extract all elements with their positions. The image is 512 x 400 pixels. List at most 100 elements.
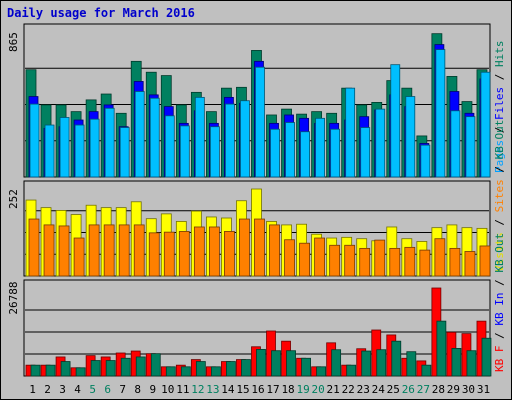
- bar-pages: [59, 117, 70, 178]
- bar-pages: [360, 127, 371, 178]
- bar-pages: [300, 131, 310, 178]
- bar-kb-out: [30, 364, 41, 377]
- legend-entry: Sites: [493, 179, 506, 212]
- y-max-label: 865: [7, 32, 20, 52]
- bar-sites: [464, 251, 476, 277]
- bar-kb-out: [406, 351, 417, 377]
- bar-sites: [359, 247, 371, 277]
- x-tick-label: 31: [477, 383, 490, 396]
- bar-pages: [225, 103, 235, 178]
- bar-sites: [389, 247, 401, 277]
- bar-pages: [330, 128, 341, 178]
- x-tick-label: 6: [104, 383, 111, 396]
- bar-pages: [149, 97, 160, 178]
- bar-kb-out: [331, 349, 342, 377]
- legend-separator: /: [493, 67, 506, 87]
- bar-sites: [299, 242, 310, 277]
- bar-sites: [404, 246, 416, 277]
- bar-sites: [344, 244, 356, 277]
- bar-kb-out: [90, 360, 101, 377]
- bar-kb-out: [376, 349, 387, 377]
- bar-sites: [239, 218, 250, 277]
- bar-pages: [450, 110, 461, 178]
- x-tick-label: 24: [372, 383, 386, 396]
- bar-sites: [449, 247, 461, 277]
- bar-sites: [208, 226, 220, 277]
- bar-pages: [480, 71, 491, 178]
- x-tick-label: 25: [387, 383, 400, 396]
- bar-pages: [194, 96, 205, 178]
- bar-pages: [270, 128, 280, 178]
- bar-sites: [374, 239, 386, 277]
- x-tick-label: 29: [447, 383, 460, 396]
- bar-kb-out: [271, 350, 281, 377]
- bar-sites: [254, 218, 265, 277]
- x-tick-label: 16: [251, 383, 264, 396]
- bar-sites: [193, 226, 205, 277]
- series-legend: Visits / Sites / KB Out: [493, 120, 506, 272]
- legend-separator: /: [493, 212, 506, 232]
- bar-pages: [119, 127, 130, 178]
- bar-pages: [134, 91, 145, 178]
- bar-sites: [103, 224, 115, 277]
- bar-pages: [179, 125, 190, 178]
- bar-sites: [284, 239, 295, 277]
- legend-separator: /: [493, 120, 506, 140]
- bar-pages: [405, 96, 416, 178]
- bar-kb-out: [195, 361, 206, 377]
- x-tick-label: 9: [149, 383, 156, 396]
- x-tick-label: 15: [236, 383, 249, 396]
- bar-kb-out: [361, 350, 372, 377]
- bar-kb-out: [75, 367, 86, 377]
- bar-kb-out: [60, 361, 71, 377]
- legend-entry: KB Out: [493, 120, 506, 160]
- chart-title: Daily usage for March 2016: [7, 6, 195, 20]
- legend-separator: /: [493, 159, 506, 179]
- bar-sites: [224, 231, 235, 277]
- bar-pages: [465, 116, 476, 178]
- bar-sites: [178, 231, 190, 277]
- bar-sites: [133, 224, 145, 277]
- bar-kb-out: [451, 348, 462, 377]
- bar-kb-out: [105, 360, 116, 377]
- bar-sites: [434, 238, 446, 277]
- x-tick-label: 30: [462, 383, 475, 396]
- x-tick-label: 27: [417, 383, 430, 396]
- x-tick-label: 7: [119, 383, 126, 396]
- bar-pages: [104, 107, 115, 178]
- legend-entry: Visits: [493, 232, 506, 272]
- bar-kb-out: [436, 320, 447, 377]
- bar-kb-out: [346, 364, 357, 377]
- x-tick-label: 12: [191, 383, 204, 396]
- bar-pages: [255, 66, 265, 178]
- legend-entry: KB Out: [493, 233, 506, 273]
- x-tick-label: 18: [281, 383, 294, 396]
- bar-kb-out: [210, 366, 221, 377]
- x-tick-label: 8: [134, 383, 141, 396]
- bar-pages: [240, 100, 250, 178]
- bar-sites: [419, 249, 431, 277]
- bar-pages: [435, 49, 446, 178]
- bar-sites: [73, 237, 85, 277]
- bar-kb-out: [481, 337, 492, 377]
- x-tick-label: 22: [342, 383, 355, 396]
- bar-kb-out: [135, 356, 146, 377]
- bar-kb-out: [256, 348, 266, 377]
- bar-pages: [345, 87, 356, 178]
- x-tick-label: 21: [327, 383, 340, 396]
- bar-pages: [29, 103, 40, 178]
- bar-pages: [315, 117, 326, 178]
- legend-separator: /: [493, 273, 506, 293]
- bar-sites: [479, 245, 491, 277]
- x-tick-label: 5: [89, 383, 96, 396]
- legend-entry: Files: [493, 87, 506, 120]
- legend-entry: Pages: [493, 140, 506, 173]
- y-max-label: 26788: [7, 281, 20, 314]
- legend-entry: Hits: [493, 41, 506, 68]
- bar-kb-out: [120, 357, 131, 377]
- x-tick-label: 4: [74, 383, 81, 396]
- bar-sites: [269, 224, 280, 277]
- bar-sites: [118, 224, 130, 277]
- bar-sites: [314, 237, 326, 277]
- bar-pages: [89, 118, 100, 178]
